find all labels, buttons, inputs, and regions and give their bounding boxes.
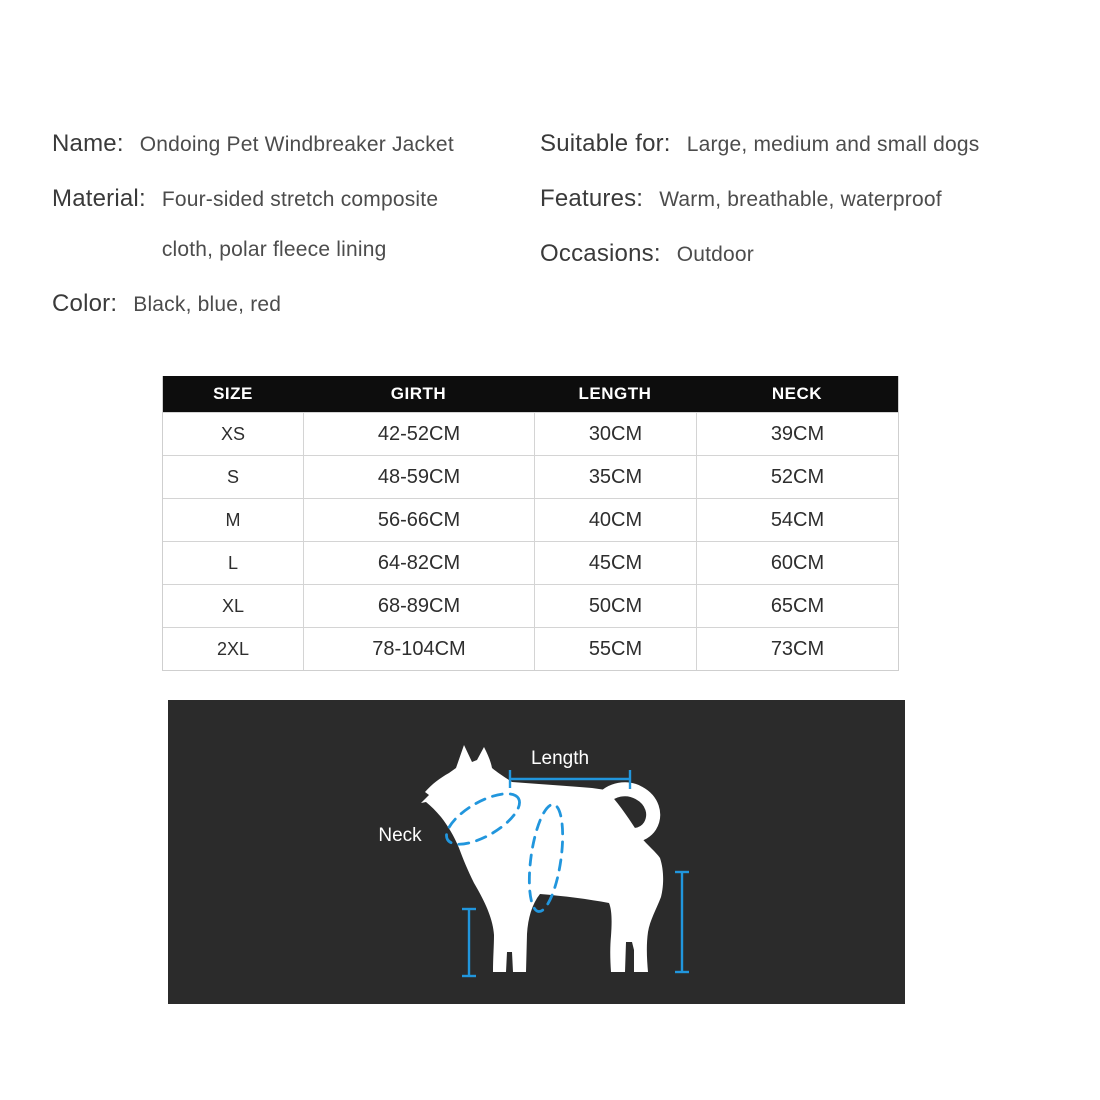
material-value: Four-sided stretch composite cloth, pola… [161,188,439,261]
info-row-suitable: Suitable for: Large, medium and small do… [540,120,1080,170]
cell-girth: 68-89CM [303,585,534,627]
cell-neck: 39CM [696,413,898,455]
size-chart-table: SIZE GIRTH LENGTH NECK XS 42-52CM 30CM 3… [162,376,899,671]
cell-girth: 78-104CM [303,628,534,670]
cell-size: XS [220,423,245,444]
cell-size: M [225,509,241,530]
name-value: Ondoing Pet Windbreaker Jacket [139,133,454,156]
cell-neck: 60CM [696,542,898,584]
table-row-xs: XS 42-52CM 30CM 39CM [163,412,898,455]
cell-neck: 54CM [696,499,898,541]
features-value: Warm, breathable, waterproof [659,188,942,211]
measurement-ellipses [445,792,565,913]
table-row-s: S 48-59CM 35CM 52CM [163,455,898,498]
cell-neck: 65CM [696,585,898,627]
table-row-l: L 64-82CM 45CM 60CM [163,541,898,584]
info-row-name: Name: Ondoing Pet Windbreaker Jacket [52,120,522,170]
col-header-neck: NECK [771,384,823,403]
cell-size: S [226,466,239,487]
cell-size: 2XL [216,638,250,659]
info-row-features: Features: Warm, breathable, waterproof [540,175,1080,225]
col-header-size: SIZE [213,384,253,403]
cell-length: 50CM [534,585,696,627]
color-label: Color: [52,290,118,317]
occasions-label: Occasions: [540,240,661,267]
name-label: Name: [52,130,124,157]
cell-neck: 73CM [696,628,898,670]
suitable-value: Large, medium and small dogs [686,133,980,156]
occasions-value: Outdoor [676,243,754,266]
product-info-left: Name: Ondoing Pet Windbreaker Jacket Mat… [52,120,522,335]
cell-length: 30CM [534,413,696,455]
cell-girth: 42-52CM [303,413,534,455]
measurement-diagram-panel: Length Neck Girth [168,700,905,1004]
cell-length: 45CM [534,542,696,584]
table-row-2xl: 2XL 78-104CM 55CM 73CM [163,627,898,670]
size-table-header: SIZE GIRTH LENGTH NECK [163,376,898,412]
cell-size: XL [221,595,245,616]
features-label: Features: [540,185,644,212]
material-label: Material: [52,185,146,212]
cell-size: L [227,552,238,573]
col-header-length: LENGTH [578,384,652,403]
cell-girth: 48-59CM [303,456,534,498]
color-value: Black, blue, red [133,293,282,316]
table-row-xl: XL 68-89CM 50CM 65CM [163,584,898,627]
girth-measure-ellipse [527,803,565,913]
cell-girth: 56-66CM [303,499,534,541]
cell-neck: 52CM [696,456,898,498]
measurement-lines [462,770,689,978]
length-label: Length [531,748,589,769]
col-header-girth: GIRTH [390,384,447,403]
cell-length: 40CM [534,499,696,541]
cell-length: 55CM [534,628,696,670]
dog-measurement-diagram: Length Neck Girth [378,745,689,978]
neck-label: Neck [378,825,422,846]
info-row-color: Color: Black, blue, red [52,280,522,330]
cell-girth: 64-82CM [303,542,534,584]
cell-length: 35CM [534,456,696,498]
product-info-right: Suitable for: Large, medium and small do… [540,120,1080,285]
table-row-m: M 56-66CM 40CM 54CM [163,498,898,541]
neck-measure-ellipse [445,792,521,846]
dog-tail [595,782,661,842]
info-row-occasions: Occasions: Outdoor [540,230,1080,280]
girth-label: Girth [574,852,615,873]
suitable-label: Suitable for: [540,130,671,157]
info-row-material: Material: Four-sided stretch composite c… [52,175,522,275]
